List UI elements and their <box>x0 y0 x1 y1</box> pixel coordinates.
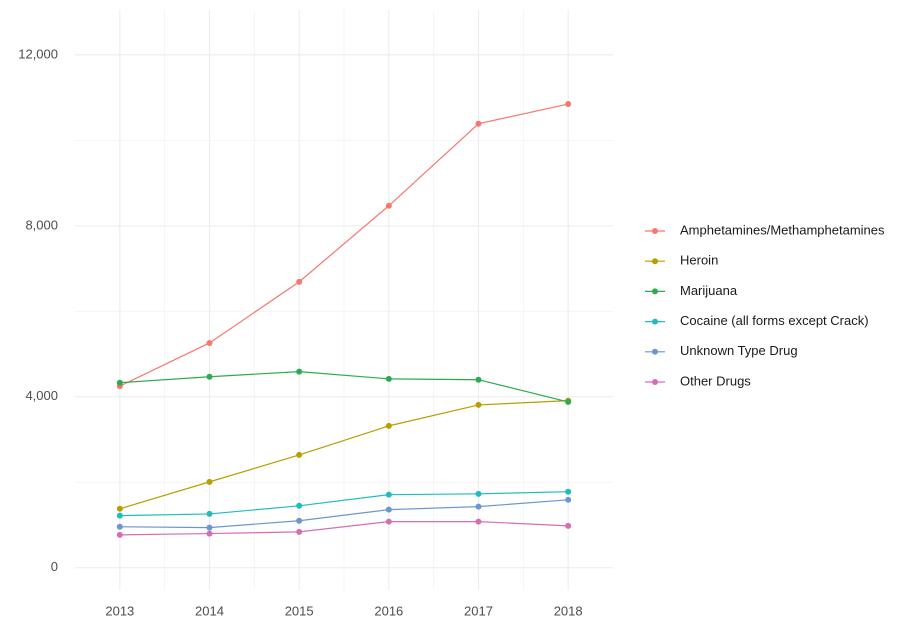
legend-label: Unknown Type Drug <box>680 343 798 358</box>
data-point <box>116 512 123 519</box>
data-point <box>116 505 123 512</box>
data-point <box>206 339 213 346</box>
legend-key-point <box>652 288 658 295</box>
data-point <box>296 368 303 375</box>
data-point <box>565 398 572 405</box>
data-point <box>206 510 213 517</box>
legend-label: Heroin <box>680 253 718 268</box>
legend: Amphetamines/Methamphetamines Heroin Marij… <box>645 222 885 388</box>
series-line <box>119 499 569 529</box>
x-tick-label: 2018 <box>554 603 583 618</box>
series-line <box>119 370 569 403</box>
data-point <box>565 488 572 495</box>
data-point <box>475 503 482 510</box>
data-point <box>475 401 482 408</box>
data-point <box>475 518 482 525</box>
data-point <box>206 530 213 537</box>
data-point <box>385 202 392 209</box>
legend-label: Marijuana <box>680 283 738 298</box>
x-tick-label: 2015 <box>285 603 314 618</box>
data-point <box>565 496 572 503</box>
data-point <box>475 376 482 383</box>
series-line <box>119 103 569 387</box>
x-tick-label: 2016 <box>374 603 403 618</box>
data-point <box>206 524 213 531</box>
data-point <box>385 422 392 429</box>
x-tick-label: 2013 <box>105 603 134 618</box>
data-point <box>475 120 482 127</box>
data-point <box>206 478 213 485</box>
legend-label: Amphetamines/Methamphetamines <box>680 222 885 237</box>
data-point <box>565 522 572 529</box>
data-point <box>296 517 303 524</box>
series-line <box>119 491 569 517</box>
data-point <box>206 373 213 380</box>
data-point <box>296 451 303 458</box>
data-point <box>116 531 123 538</box>
data-point <box>296 502 303 509</box>
data-point <box>385 491 392 498</box>
y-tick-label: 4,000 <box>25 388 58 403</box>
legend-key-point <box>652 318 658 325</box>
series-line <box>119 521 569 536</box>
data-point <box>475 490 482 497</box>
legend-key-point <box>652 348 658 355</box>
data-point <box>565 101 572 108</box>
data-point <box>385 375 392 382</box>
legend-label: Other Drugs <box>680 373 751 388</box>
data-point <box>296 278 303 285</box>
legend-label: Cocaine (all forms except Crack) <box>680 313 869 328</box>
legend-key-point <box>652 379 658 385</box>
legend-key-point <box>652 228 658 234</box>
y-tick-label: 8,000 <box>25 217 58 232</box>
x-tick-label: 2014 <box>195 603 224 618</box>
y-tick-label: 0 <box>51 559 58 574</box>
y-tick-label: 12,000 <box>18 46 58 61</box>
legend-key-point <box>652 258 658 265</box>
data-point <box>116 379 123 386</box>
data-point <box>385 518 392 525</box>
data-point <box>385 506 392 513</box>
series-line <box>119 400 569 510</box>
data-point <box>296 528 303 535</box>
data-point <box>116 523 123 530</box>
x-tick-label: 2017 <box>464 603 493 618</box>
